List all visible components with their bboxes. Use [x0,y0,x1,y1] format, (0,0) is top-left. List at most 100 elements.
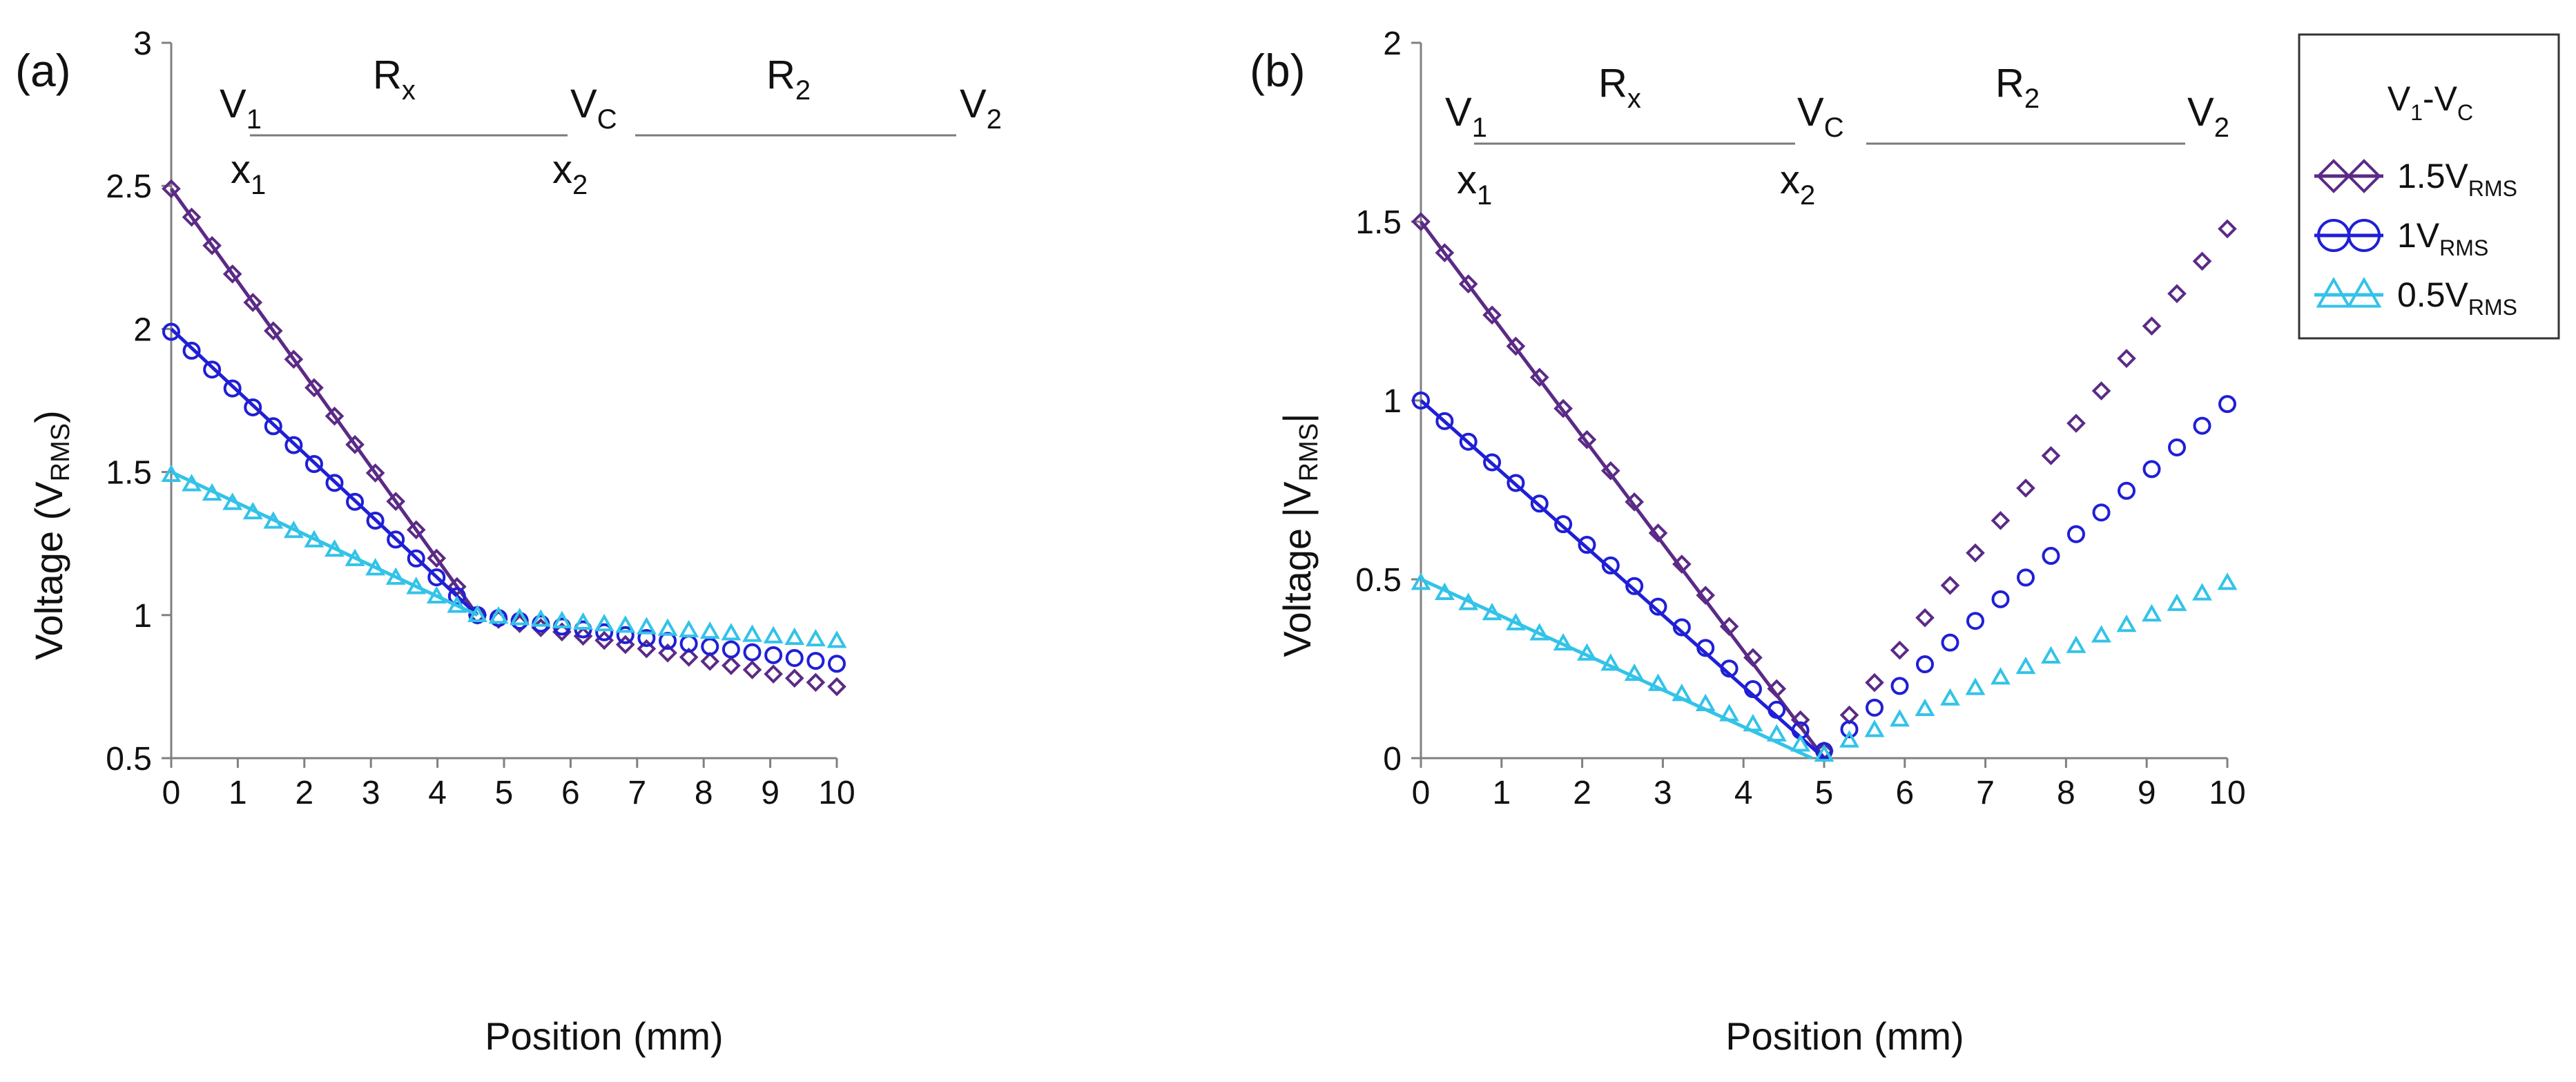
panel-b-data-point-diamond [1411,212,1431,231]
panel-b-data-point-circle [2142,460,2161,479]
panel-b-data-point-circle [1672,618,1691,637]
panel-a-data-point-triangle [763,626,784,644]
panel-a-data-point-diamond [637,639,657,659]
panel-b-data-point-circle [1768,700,1786,719]
panel-b-data-point-circle [1720,659,1739,678]
panel-b-data-point-triangle [1890,708,1910,727]
panel-a-data-point-triangle [805,628,826,647]
panel-b-data-point-triangle [2192,583,2212,601]
panel-a-y-title-sub: RMS [46,423,75,481]
panel-b-data-point-diamond [1991,511,2011,530]
panel-b-data-point-triangle [2142,603,2162,622]
panel-a-data-point-diamond [386,492,406,511]
panel-b-data-point-diamond [1625,492,1645,512]
panel-a-data-point-triangle [202,483,222,501]
panel-a-data-point-triangle [161,464,182,482]
panel-a-x-tick-label: 4 [428,775,447,811]
panel-a-data-point-triangle [742,624,762,642]
panel-b-label: (b) [1250,45,1306,96]
panel-a-data-point-circle [366,512,385,530]
panel-a-data-point-circle [387,530,405,549]
panel-a-data-point-diamond [162,179,181,199]
panel-b-data-point-circle [1507,474,1525,492]
panel-a-data-point-circle [182,341,201,360]
panel-b-data-point-circle [2042,547,2060,566]
panel-a-data-point-circle [325,474,344,492]
panel-b-data-point-diamond [1890,640,1910,660]
legend-marker-triangle [2316,276,2352,308]
panel-b-data-point-triangle [1482,603,1502,621]
panel-b-data-point-triangle [2217,572,2238,590]
panel-b-data-point-triangle [1553,632,1573,651]
panel-b-data-point-triangle [1766,724,1787,742]
panel-b-data-point-diamond [1966,543,1985,563]
panel-a-data-point-circle [284,436,303,454]
panel-b-x-tick-label: 2 [1573,775,1591,811]
panel-a-y-tick-label: 0.5 [106,741,152,777]
panel-b-data-point-circle [1840,720,1859,739]
panel-b-y-title-sub: RMS [1295,423,1324,481]
panel-b-data-point-diamond [1865,673,1884,693]
panel-b-data-point-circle [1966,612,1984,630]
panel-b-rx-label: Rx [1598,61,1641,114]
panel-a-data-point-triangle [406,577,427,595]
panel-b-data-point-triangle [1940,688,1960,706]
panel-b-fit-line-circle [1420,399,1826,760]
panel-a-data-point-triangle [573,612,593,630]
panel-a-vc-label: VC [570,81,617,135]
panel-b-data-point-diamond [1648,523,1668,543]
panel-b-x-tick-label: 3 [1654,775,1672,811]
panel-b-data-point-diamond [1743,648,1763,668]
panel-a-fit-line-triangle [170,470,478,617]
panel-b-data-point-diamond [1767,679,1787,699]
panel-b-data-point-triangle [1719,704,1740,722]
panel-a-data-point-diamond [764,664,783,684]
panel-a-y-tick-label: 1 [133,598,152,635]
panel-a-data-point-triangle [784,627,805,645]
panel-a-data-point-diamond [284,349,304,369]
panel-b-y-title-main: Voltage |V [1275,481,1319,657]
panel-b-data-point-triangle [1839,730,1859,748]
panel-a-data-point-diamond [365,463,385,483]
panel-a-data-point-circle [701,637,719,656]
panel-a-data-point-triangle [325,539,345,557]
panel-b-data-point-circle [1991,590,2010,608]
panel-b-data-point-diamond [2016,479,2035,498]
legend: V1-VC 1.5VRMS 1VRMS 0.5VRMS [2298,33,2560,340]
panel-b-data-point-circle [1941,633,1959,652]
panel-b-data-point-diamond [1672,554,1692,574]
panel-b-data-point-circle [1743,680,1762,699]
panel-a-data-point-circle [743,643,762,661]
panel-b-data-point-triangle [2091,625,2111,643]
panel-a-y-axis-title: Voltage (VRMS) [27,410,75,660]
panel-a-data-point-triangle [467,604,487,623]
panel-b-data-point-diamond [1553,398,1573,418]
panel-b-x-tick-label: 9 [2138,775,2156,811]
panel-a-data-point-triangle [242,501,263,520]
panel-b-x1-label: x1 [1457,157,1492,211]
panel-b-circuit-diagram: V1 Rx VC R2 V2 x1 x2 [1445,61,2229,211]
panel-b-v2-label: V2 [2187,90,2229,143]
panel-b-data-point-circle [1412,392,1430,409]
panel-b-data-point-diamond [1458,274,1478,294]
panel-b-x-tick-label: 5 [1815,775,1834,811]
panel-a-data-point-diamond [243,293,263,312]
panel-a-v2-label: V2 [960,81,1002,135]
panel-a-data-point-triangle [657,618,678,636]
panel-a-data-point-circle [828,655,846,673]
panel-b-data-point-triangle [2116,615,2137,632]
panel-a-data-point-triangle [426,586,447,603]
chart-panel-a: (a) 0.5 1 1.5 2 2.5 3 0 1 2 3 4 5 6 7 8 9 10 Position (m… [15,26,1002,1058]
panel-b-data-point-triangle [1790,734,1811,752]
panel-b-data-point-circle [2168,438,2186,456]
panel-b-x-tick-label: 8 [2057,775,2075,811]
panel-b-data-point-triangle [1672,684,1692,702]
panel-a-x2-label: x2 [552,147,588,200]
panel-b-data-point-triangle [1864,719,1885,737]
panel-b-data-point-triangle [1434,582,1455,601]
panel-a-data-point-circle [785,648,804,667]
legend-label-circle: 1VRMS [2397,216,2488,260]
panel-b-data-point-circle [1649,597,1667,616]
panel-a-data-point-diamond [658,643,677,663]
panel-b-vc-label: VC [1797,90,1844,143]
